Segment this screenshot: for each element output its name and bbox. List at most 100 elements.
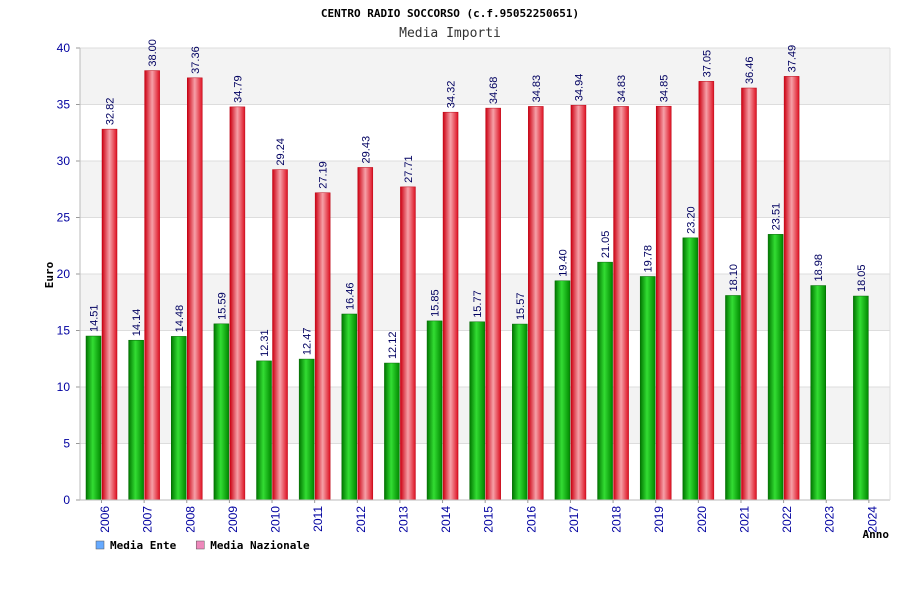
bar-media-ente-2016 xyxy=(512,323,528,501)
x-tick-label: 2008 xyxy=(183,506,197,533)
bar-media-ente-2017 xyxy=(554,280,571,501)
y-tick-label: 10 xyxy=(57,380,71,394)
value-label: 12.31 xyxy=(259,329,271,357)
value-label: 15.57 xyxy=(515,293,527,321)
value-label: 34.68 xyxy=(488,77,500,105)
x-tick-label: 2006 xyxy=(98,506,112,533)
bar-media-ente-2021 xyxy=(725,295,741,501)
bar-media-ente-2006 xyxy=(85,335,102,501)
value-label: 34.83 xyxy=(531,75,543,103)
value-label: 15.85 xyxy=(430,289,442,317)
bar-media-ente-2009 xyxy=(213,323,230,501)
bar-media-nazionale-2015 xyxy=(485,107,501,501)
y-tick-label: 30 xyxy=(57,154,71,168)
legend-swatch xyxy=(195,540,205,550)
value-label: 37.05 xyxy=(701,50,713,78)
bar-media-ente-2022 xyxy=(767,234,784,501)
y-tick-label: 35 xyxy=(57,98,71,112)
value-label: 14.14 xyxy=(131,309,143,337)
bar-media-ente-2018 xyxy=(597,261,613,501)
value-label: 19.78 xyxy=(643,245,655,273)
value-label: 12.12 xyxy=(387,332,399,360)
value-label: 34.79 xyxy=(232,75,244,103)
x-tick-label: 2019 xyxy=(652,506,666,533)
legend-label: Media Ente xyxy=(110,539,177,552)
bar-media-nazionale-2009 xyxy=(229,106,246,501)
chart-subtitle: Media Importi xyxy=(399,26,501,41)
x-tick-label: 2024 xyxy=(865,506,879,533)
legend: Media Ente Media Nazionale xyxy=(95,539,310,552)
x-tick-label: 2015 xyxy=(482,506,496,533)
y-tick-label: 25 xyxy=(57,211,71,225)
value-label: 15.59 xyxy=(216,292,228,320)
bar-media-nazionale-2011 xyxy=(314,192,331,501)
value-label: 27.71 xyxy=(403,155,415,183)
x-tick-label: 2022 xyxy=(780,506,794,533)
bar-media-nazionale-2013 xyxy=(400,186,416,501)
y-axis-label: Euro xyxy=(43,261,56,288)
x-tick-label: 2009 xyxy=(226,506,240,533)
bar-media-ente-2023 xyxy=(810,285,826,501)
chart-title: CENTRO RADIO SOCCORSO (c.f.95052250651) xyxy=(321,7,579,20)
bar-media-ente-2008 xyxy=(171,336,187,501)
value-label: 27.19 xyxy=(318,161,330,189)
bar-media-nazionale-2021 xyxy=(741,87,757,501)
bar-media-ente-2020 xyxy=(682,237,699,501)
bar-media-ente-2013 xyxy=(384,362,400,501)
legend-label: Media Nazionale xyxy=(210,539,310,552)
x-tick-label: 2010 xyxy=(269,506,283,533)
x-tick-label: 2021 xyxy=(737,506,751,533)
bar-media-nazionale-2017 xyxy=(570,104,587,501)
value-label: 37.36 xyxy=(190,46,202,74)
x-tick-label: 2018 xyxy=(610,506,624,533)
axes xyxy=(79,48,891,503)
value-label: 12.47 xyxy=(302,328,314,356)
bar-media-ente-2019 xyxy=(639,276,656,501)
x-axis-label: Anno xyxy=(863,528,890,541)
value-label: 34.85 xyxy=(659,75,671,103)
value-label: 32.82 xyxy=(105,98,117,126)
x-tick-label: 2017 xyxy=(567,506,581,533)
bar-media-nazionale-2007 xyxy=(144,70,160,501)
legend-swatch xyxy=(95,540,105,550)
y-tick-label: 0 xyxy=(63,493,70,507)
bar-media-ente-2014 xyxy=(426,320,443,501)
value-label: 34.83 xyxy=(616,75,628,103)
x-tick-labels: 2006 2007 2008 2009 2010 2011 2012 2013 2014 2015… xyxy=(98,506,879,533)
value-label: 18.10 xyxy=(728,264,740,292)
x-tick-label: 2011 xyxy=(311,506,325,532)
bar-media-nazionale-2018 xyxy=(613,106,629,501)
value-label: 18.05 xyxy=(856,265,868,293)
value-label: 38.00 xyxy=(147,39,159,67)
y-tick-label: 5 xyxy=(63,437,70,451)
value-label: 23.51 xyxy=(771,203,783,231)
bar-media-nazionale-2022 xyxy=(783,76,800,501)
value-label: 37.49 xyxy=(787,45,799,73)
value-label: 18.98 xyxy=(813,254,825,282)
bar-media-ente-2024 xyxy=(853,295,869,501)
y-tick-label: 40 xyxy=(57,41,71,55)
value-label: 29.43 xyxy=(360,136,372,164)
bar-media-ente-2010 xyxy=(256,360,272,501)
value-label: 16.46 xyxy=(344,282,356,310)
value-label: 34.32 xyxy=(446,81,458,109)
bar-media-nazionale-2006 xyxy=(101,128,118,501)
bar-media-nazionale-2020 xyxy=(698,81,715,501)
value-label: 14.51 xyxy=(89,305,101,333)
bar-media-ente-2012 xyxy=(341,313,358,501)
x-tick-label: 2023 xyxy=(823,506,837,533)
x-tick-label: 2020 xyxy=(695,506,709,533)
bar-media-ente-2011 xyxy=(298,358,315,501)
y-tick-labels: 0 5 10 15 20 25 30 35 40 xyxy=(57,41,71,507)
y-tick-label: 15 xyxy=(57,324,71,338)
bar-media-nazionale-2016 xyxy=(528,106,544,501)
x-tick-label: 2012 xyxy=(354,506,368,533)
bar-media-nazionale-2019 xyxy=(655,105,672,501)
value-label: 15.77 xyxy=(472,290,484,318)
x-tick-label: 2014 xyxy=(439,506,453,533)
x-tick-label: 2016 xyxy=(524,506,538,533)
x-tick-label: 2013 xyxy=(396,506,410,533)
bar-media-nazionale-2014 xyxy=(442,111,459,501)
value-label: 23.20 xyxy=(685,206,697,234)
